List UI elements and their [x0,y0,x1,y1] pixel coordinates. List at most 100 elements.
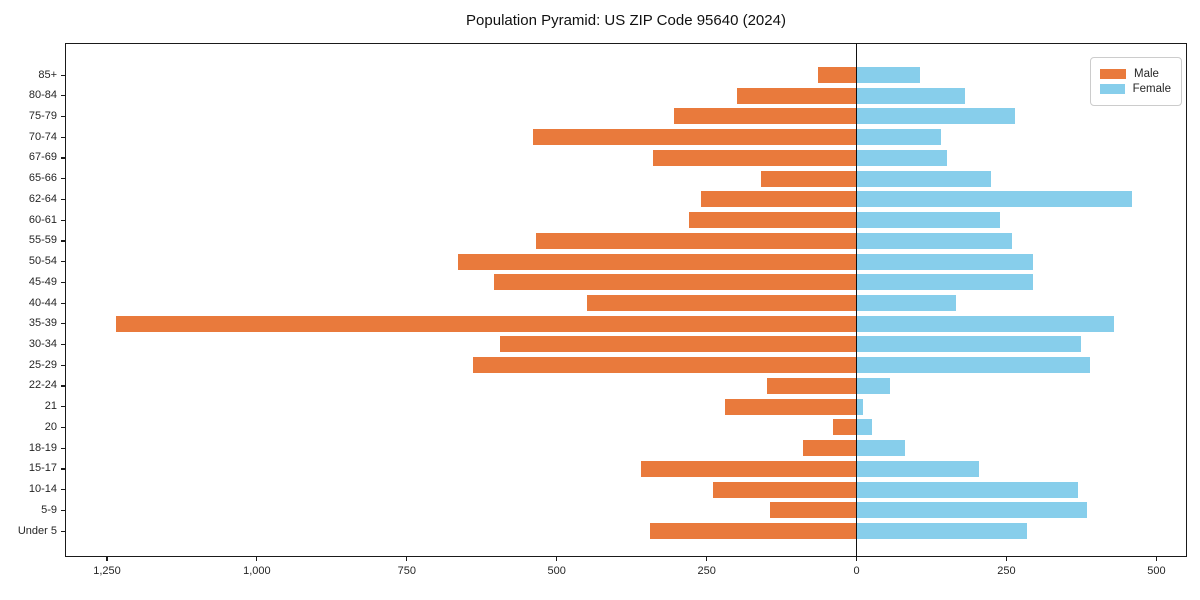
x-tick-label: 1,000 [243,565,271,577]
y-tick-label: 65-66 [28,172,57,185]
bar-male-30-34 [499,336,857,353]
x-tick-label: 0 [853,565,860,577]
x-tick-mark [706,557,708,561]
x-tick-label: 1,250 [93,565,121,577]
bar-female-10-14 [856,481,1079,498]
y-tick-mark [61,343,65,346]
bar-female-67-69 [856,149,947,166]
y-tick-mark [61,406,65,408]
x-tick-label: 750 [397,565,416,577]
y-tick-label: 20 [44,420,57,433]
x-tick-mark [1005,557,1008,561]
y-tick-label: 45-49 [28,275,57,288]
y-tick-label: 80-84 [28,89,57,102]
bar-male-21 [724,398,857,415]
bar-female-62-64 [856,191,1133,208]
y-tick-label: 85+ [38,68,57,81]
bar-male-20 [832,419,857,436]
y-tick-label: 55-59 [28,234,57,247]
y-tick-label: 70-74 [28,130,57,143]
y-tick-label: 75-79 [28,109,57,122]
bar-male-5-9 [769,502,857,519]
y-tick-mark [61,447,65,449]
legend-item-female: Female [1100,83,1171,95]
y-tick-label: 30-34 [28,337,57,350]
y-tick-mark [61,198,65,201]
bar-male-25-29 [472,357,857,374]
y-tick-mark [61,281,65,283]
bar-female-25-29 [856,357,1091,374]
bar-male-65-66 [760,170,857,187]
x-tick-mark [1155,557,1157,561]
y-tick-label: 22-24 [28,379,57,392]
x-tick-label: 250 [697,565,716,577]
bar-male-62-64 [700,191,857,208]
y-tick-mark [61,426,65,429]
x-tick-label: 500 [547,565,566,577]
bar-female-80-84 [856,87,965,104]
y-tick-mark [61,136,65,138]
y-tick-label: 18-19 [28,441,57,454]
bar-male-60-61 [688,212,857,229]
bar-female-60-61 [856,212,1001,229]
y-tick-mark [61,468,65,470]
bar-female-22-24 [856,377,890,394]
bar-female-21 [856,398,863,415]
y-tick-mark [61,302,65,304]
legend-label-female: Female [1132,83,1171,95]
y-tick-mark [61,385,65,387]
y-tick-label: 67-69 [28,151,57,164]
bar-male-Under 5 [649,523,857,539]
bar-male-10-14 [712,481,857,498]
y-tick-mark [61,509,65,511]
y-tick-mark [61,178,65,180]
legend-swatch-female-icon [1100,84,1125,94]
bar-female-30-34 [856,336,1082,353]
chart-title: Population Pyramid: US ZIP Code 95640 (2… [466,12,786,29]
bar-male-40-44 [586,295,857,311]
bar-female-45-49 [856,274,1034,291]
bar-male-50-54 [457,253,857,270]
bar-female-85+ [856,67,920,83]
x-tick-mark [556,557,558,561]
y-tick-label: 50-54 [28,255,57,268]
bar-male-18-19 [802,440,857,457]
bar-male-70-74 [532,129,857,146]
legend: Male Female [1090,57,1182,106]
bar-female-50-54 [856,253,1034,270]
legend-item-male: Male [1100,68,1171,80]
y-tick-mark [61,219,65,221]
bar-female-65-66 [856,170,992,187]
y-tick-label: 35-39 [28,317,57,330]
bar-female-15-17 [856,460,980,477]
y-tick-mark [61,157,65,159]
y-tick-label: Under 5 [17,524,57,537]
bar-female-18-19 [856,440,905,457]
x-tick-label: 500 [1147,565,1166,577]
bar-female-75-79 [856,108,1016,125]
bar-male-22-24 [766,377,857,394]
x-tick-mark [406,557,408,561]
y-tick-label: 40-44 [28,296,57,309]
y-tick-mark [61,364,65,366]
bar-female-40-44 [856,295,956,311]
y-tick-label: 10-14 [28,483,57,496]
y-tick-mark [61,323,65,325]
bar-female-Under 5 [856,523,1028,539]
y-tick-label: 25-29 [28,358,57,371]
y-tick-mark [61,95,65,97]
legend-label-male: Male [1134,68,1159,80]
bar-male-80-84 [736,87,857,104]
y-tick-label: 60-61 [28,213,57,226]
y-tick-label: 15-17 [28,462,57,475]
bar-male-67-69 [652,149,857,166]
bar-male-15-17 [640,460,857,477]
bar-male-55-59 [535,232,857,249]
bar-female-55-59 [856,232,1013,249]
y-tick-label: 5-9 [41,503,57,516]
y-tick-mark [61,240,65,242]
bar-female-20 [856,419,872,436]
y-tick-mark [61,530,65,532]
bar-female-5-9 [856,502,1088,519]
